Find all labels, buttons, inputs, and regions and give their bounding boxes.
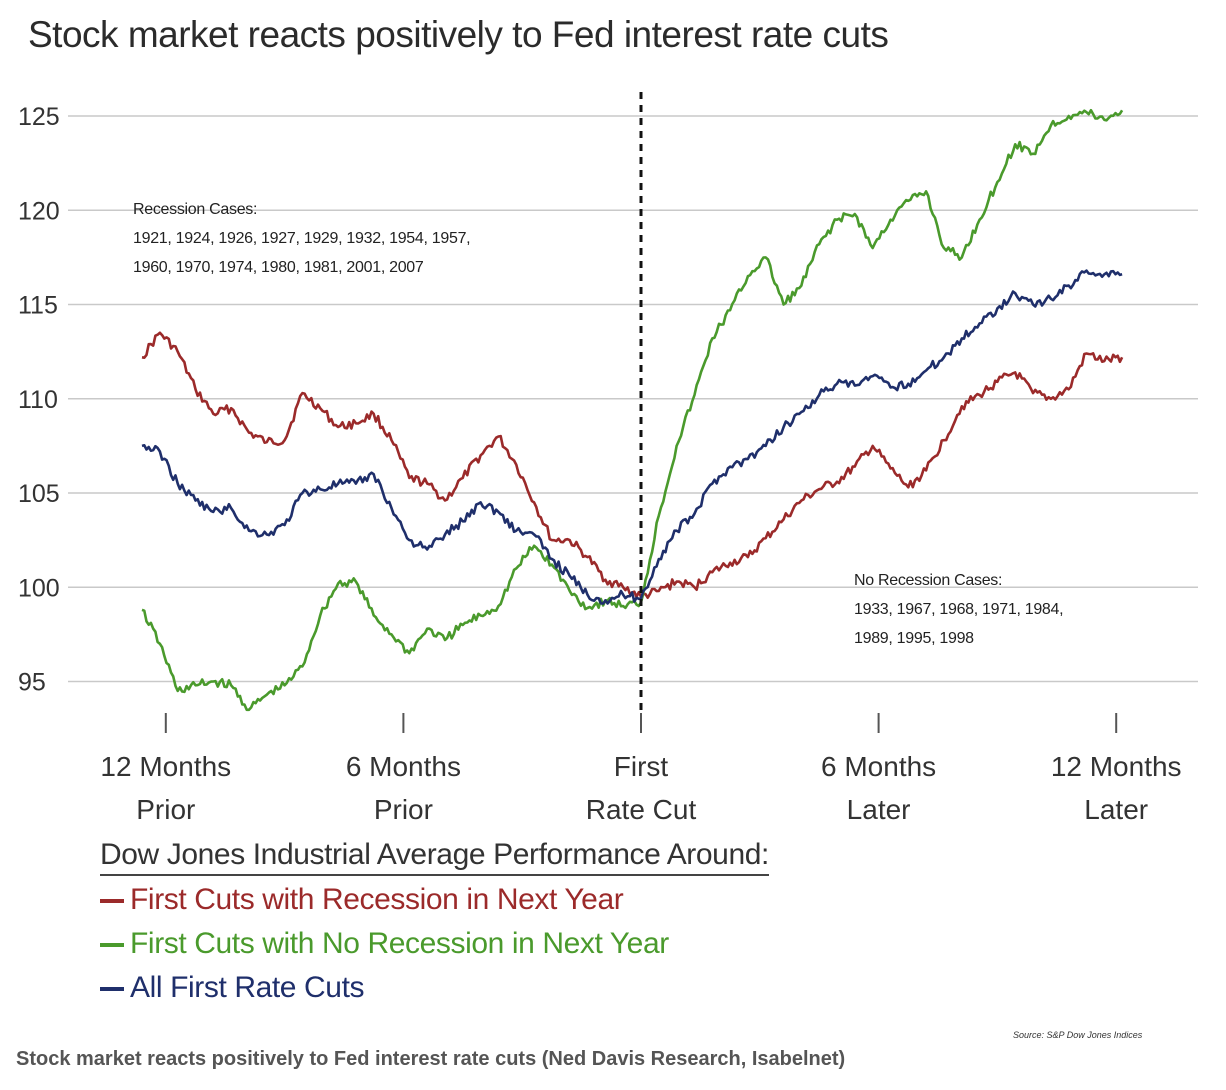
chart-title: Stock market reacts positively to Fed in… <box>28 14 889 55</box>
legend-label: First Cuts with No Recession in Next Yea… <box>130 927 669 960</box>
annotation-no-recession-cases: No Recession Cases: 1933, 1967, 1968, 19… <box>854 566 1064 653</box>
legend-swatch-recession <box>100 899 124 904</box>
x-tick-label: 12 Months <box>100 751 231 782</box>
x-tick-label: Prior <box>136 794 195 825</box>
legend-item-no-recession: First Cuts with No Recession in Next Yea… <box>100 924 769 964</box>
x-axis: 12 Months Prior 6 Months Prior First Rate Cut… <box>100 713 1182 825</box>
series-line-no-recession <box>141 108 1124 712</box>
x-tick-label: 6 Months <box>346 751 461 782</box>
series-line-all-cuts <box>141 269 1123 605</box>
annotation-line: Recession Cases: <box>133 201 258 218</box>
y-tick-label: 105 <box>18 480 60 508</box>
legend: Dow Jones Industrial Average Performance… <box>100 838 769 1008</box>
legend-swatch-all-cuts <box>100 987 124 992</box>
legend-label: All First Rate Cuts <box>130 971 365 1004</box>
x-tick-label: 12 Months <box>1051 751 1182 782</box>
series-line-recession <box>141 331 1124 599</box>
legend-swatch-no-recession <box>100 943 124 948</box>
annotation-line: No Recession Cases: <box>854 572 1003 589</box>
y-tick-label: 115 <box>18 292 58 320</box>
y-tick-label: 120 <box>18 197 60 225</box>
annotation-recession-cases: Recession Cases: 1921, 1924, 1926, 1927,… <box>133 195 471 282</box>
annotation-line: 1933, 1967, 1968, 1971, 1984, <box>854 601 1064 618</box>
annotation-line: 1960, 1970, 1974, 1980, 1981, 2001, 2007 <box>133 259 424 276</box>
x-tick-label: 6 Months <box>821 751 936 782</box>
legend-item-recession: First Cuts with Recession in Next Year <box>100 880 769 920</box>
x-tick-label: First <box>614 751 669 782</box>
figure-caption: Stock market reacts positively to Fed in… <box>16 1048 846 1070</box>
series-lines <box>141 108 1124 712</box>
annotation-line: 1921, 1924, 1926, 1927, 1929, 1932, 1954… <box>133 230 471 247</box>
y-tick-label: 100 <box>18 574 60 602</box>
x-tick-label: Prior <box>374 794 433 825</box>
y-tick-label: 125 <box>18 103 60 131</box>
gridlines <box>68 115 1198 683</box>
x-tick-label: Later <box>847 794 911 825</box>
x-tick-label: Rate Cut <box>586 794 697 825</box>
y-tick-label: 110 <box>18 386 58 414</box>
legend-item-all-cuts: All First Rate Cuts <box>100 968 769 1008</box>
annotation-line: 1989, 1995, 1998 <box>854 630 974 647</box>
source-note: Source: S&P Dow Jones Indices <box>1013 1030 1143 1040</box>
x-tick-label: Later <box>1084 794 1148 825</box>
legend-label: First Cuts with Recession in Next Year <box>130 883 624 916</box>
y-axis: 95 100 105 110 115 120 125 <box>18 103 60 697</box>
legend-title: Dow Jones Industrial Average Performance… <box>100 838 769 876</box>
y-tick-label: 95 <box>18 669 46 697</box>
